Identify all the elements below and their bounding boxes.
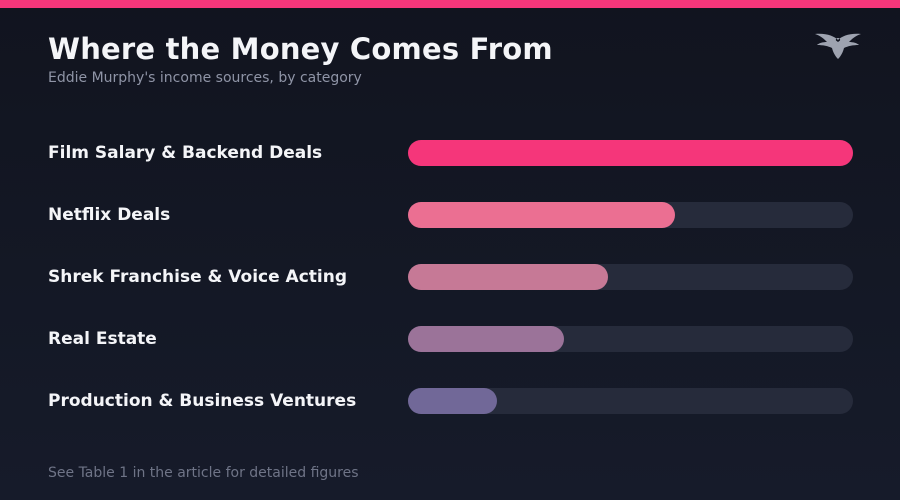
bar-track xyxy=(408,326,853,352)
bar xyxy=(408,140,853,166)
bar-label: Production & Business Ventures xyxy=(48,391,357,411)
bar xyxy=(408,388,497,414)
bar-track xyxy=(408,388,853,414)
chart-title: Where the Money Comes From xyxy=(48,32,553,66)
eagle-icon xyxy=(815,33,861,59)
bar-label: Real Estate xyxy=(48,329,157,349)
bar-track xyxy=(408,264,853,290)
bar-label: Netflix Deals xyxy=(48,205,171,225)
top-accent-bar xyxy=(0,0,900,8)
footnote: See Table 1 in the article for detailed … xyxy=(48,465,359,481)
bar xyxy=(408,326,564,352)
bar-track xyxy=(408,140,853,166)
chart-subtitle: Eddie Murphy's income sources, by catego… xyxy=(48,70,362,86)
bar-label: Film Salary & Backend Deals xyxy=(48,143,323,163)
bar xyxy=(408,202,675,228)
bar xyxy=(408,264,609,290)
bar-track xyxy=(408,202,853,228)
bar-label: Shrek Franchise & Voice Acting xyxy=(48,267,348,287)
